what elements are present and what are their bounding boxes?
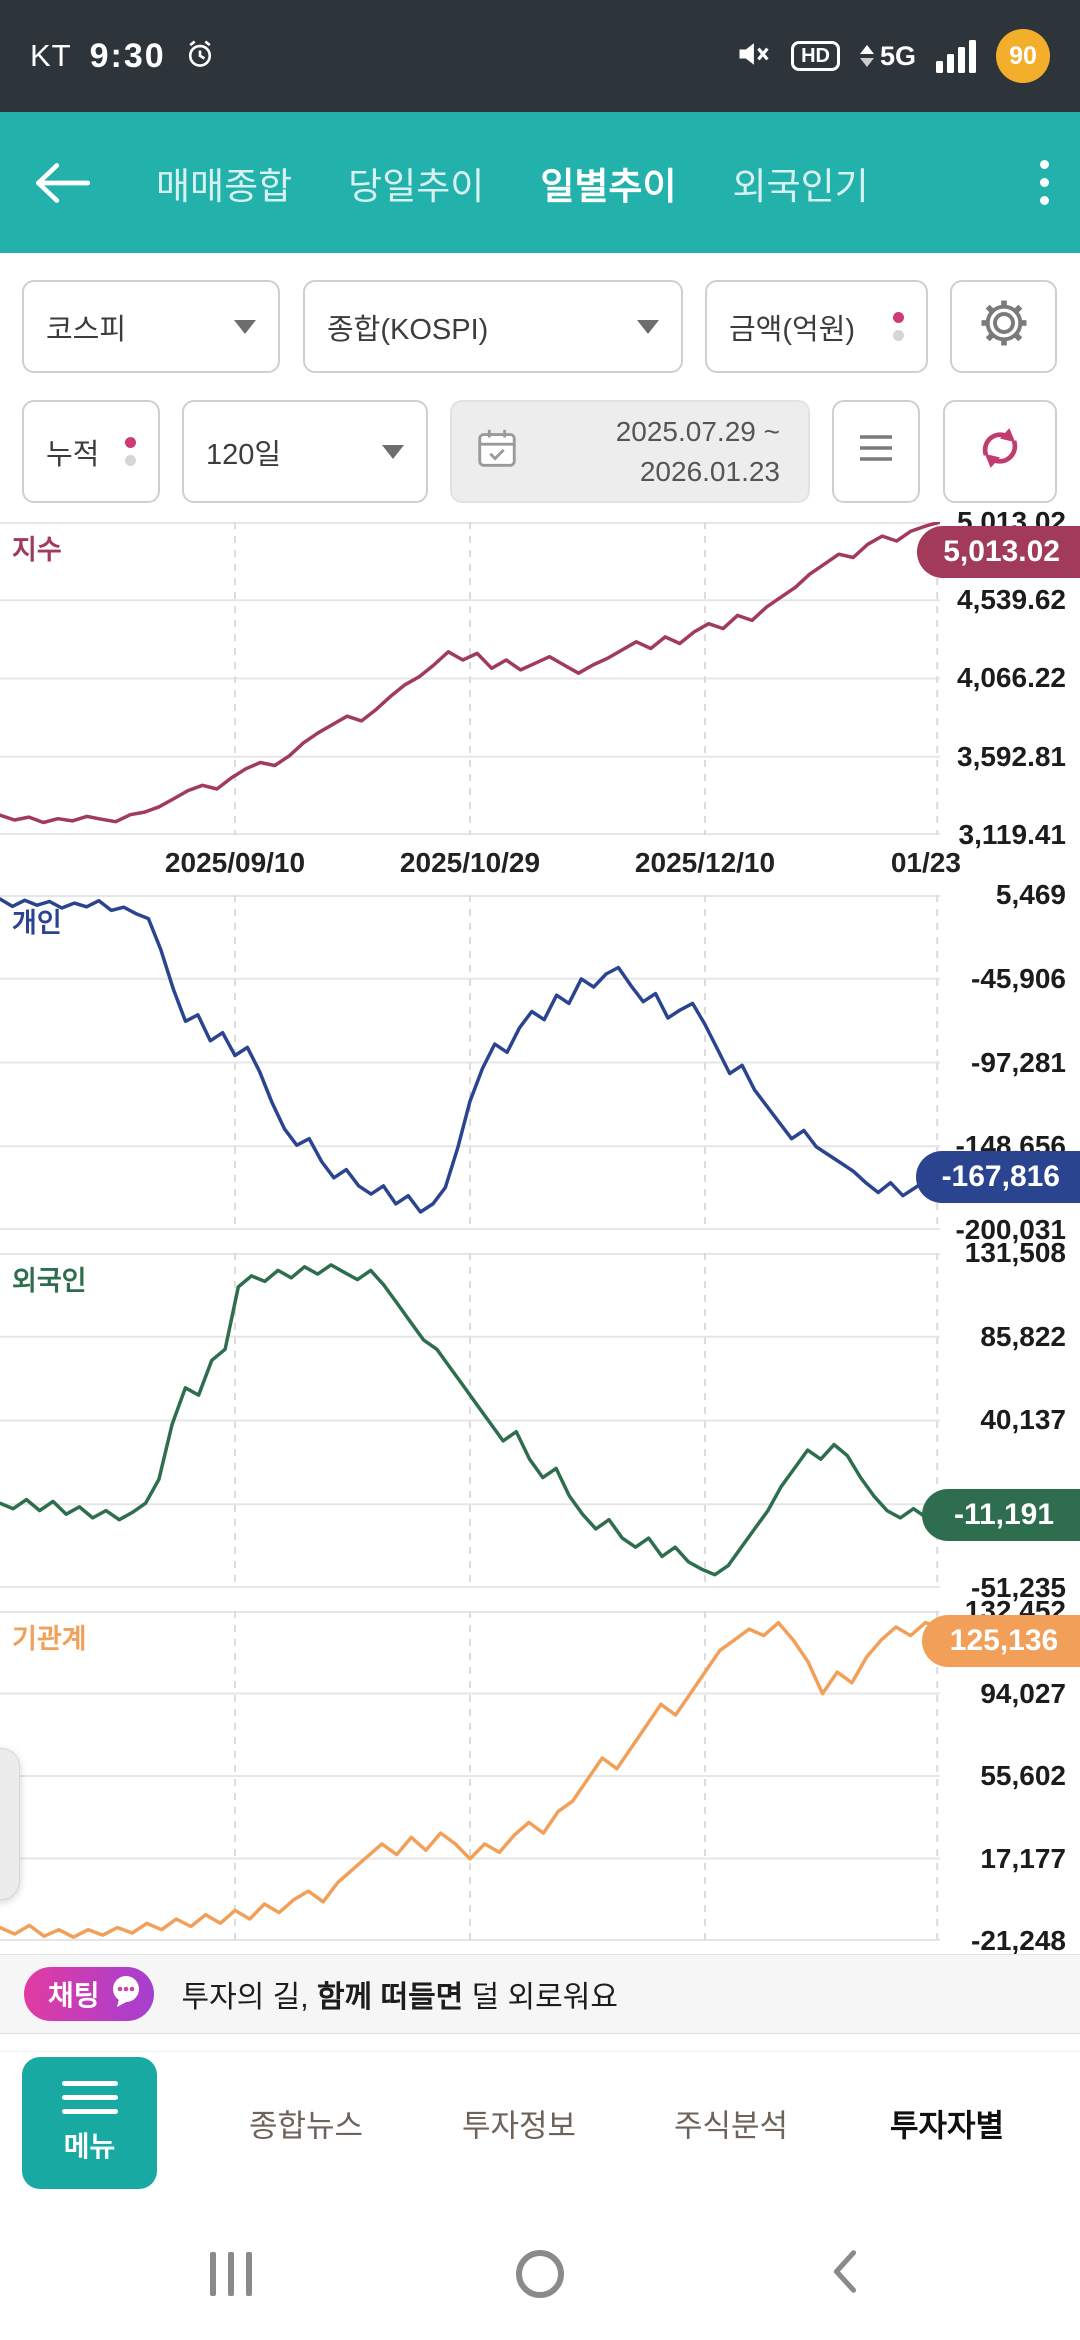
nav-item-by-investor[interactable]: 투자자별 [889, 2108, 1005, 2143]
y-axis-labels: 132,452 94,027 55,602 17,177 -21,248 [964, 1595, 1066, 1956]
chart-label-foreigner: 외국인 [12, 1266, 87, 1296]
status-bar: KT 9:30 HD 5G 90 [0, 0, 1080, 112]
list-icon [852, 424, 900, 480]
alarm-icon [184, 38, 216, 75]
nav-item-news[interactable]: 종합뉴스 [248, 2108, 364, 2143]
chat-banner-text: 투자의 길, 함께 떠들면 덜 외로워요 [181, 1981, 618, 2014]
speech-bubble-icon [108, 1973, 144, 2016]
tab-foreign-institution[interactable]: 외국인기 [732, 165, 869, 207]
battery-icon: 90 [996, 29, 1050, 83]
list-view-button[interactable] [832, 400, 920, 503]
status-time: 9:30 [89, 36, 166, 75]
tab-intraday-trend[interactable]: 당일추이 [348, 165, 485, 207]
chat-badge[interactable]: 채팅 [24, 1967, 154, 2021]
institution-value-badge: 125,136 [922, 1615, 1080, 1667]
refresh-button[interactable] [943, 400, 1057, 503]
y-axis-labels: 131,508 85,822 40,137 -51,235 [964, 1237, 1066, 1603]
nav-item-stock-analysis[interactable]: 주식분석 [673, 2108, 789, 2143]
carrier-label: KT [30, 38, 72, 73]
edge-scroll-handle[interactable] [0, 1748, 20, 1900]
app-header: 매매종합 당일추이 일별추이 외국인기 [0, 112, 1080, 253]
chart-panel-index: 지수 5,013.02 4,539.62 4,066.22 3,592.81 3,119… [0, 506, 1080, 878]
mute-icon [735, 36, 771, 77]
gear-icon [977, 296, 1031, 358]
signal-icon [936, 39, 976, 73]
tab-daily-trend[interactable]: 일별추이 [540, 165, 677, 207]
nav-item-invest-info[interactable]: 투자정보 [461, 2108, 577, 2143]
hd-icon: HD [791, 41, 840, 71]
chart-label-individual: 개인 [12, 908, 62, 938]
foreigner-line-chart [0, 1253, 940, 1588]
toggle-dots-icon [125, 437, 136, 466]
back-button[interactable] [28, 158, 94, 208]
chart-label-institution: 기관계 [12, 1624, 87, 1654]
date-range-field[interactable]: 2025.07.29 ~ 2026.01.23 [450, 400, 810, 503]
foreigner-value-badge: -11,191 [922, 1488, 1080, 1541]
5g-network-icon: 5G [859, 41, 916, 72]
home-button[interactable] [516, 2250, 564, 2298]
more-menu-icon[interactable] [1014, 160, 1080, 205]
period-select[interactable]: 120일 [182, 400, 428, 503]
date-end: 2026.01.23 [639, 455, 780, 487]
menu-button[interactable]: 메뉴 [22, 2057, 157, 2189]
bottom-nav: 메뉴 종합뉴스 투자정보 주식분석 투자자별 [0, 2051, 1080, 2193]
android-nav-bar [0, 2208, 1080, 2340]
mode-toggle[interactable]: 누적 [22, 400, 160, 503]
hamburger-icon [61, 2081, 118, 2114]
chevron-down-icon [637, 319, 659, 334]
header-tabs: 매매종합 당일추이 일별추이 외국인기 [156, 156, 1014, 210]
chevron-down-icon [234, 319, 256, 334]
chart-label-index: 지수 [12, 535, 62, 565]
filter-area: 코스피 종합(KOSPI) 금액(억원) 누적 120일 2025.07.29 [0, 253, 1080, 522]
x-axis-labels: 2025/09/10 2025/10/29 2025/12/10 01/23 [164, 847, 961, 878]
index-select[interactable]: 종합(KOSPI) [303, 280, 683, 373]
index-line-chart [0, 522, 940, 835]
chat-banner[interactable]: 채팅 투자의 길, 함께 떠들면 덜 외로워요 [0, 1954, 1080, 2034]
individual-line-chart [0, 895, 940, 1230]
back-nav-button[interactable] [828, 2248, 862, 2301]
chevron-down-icon [382, 444, 404, 459]
individual-value-badge: -167,816 [915, 1151, 1080, 1204]
chart-panel-institution: 기관계 132,452 94,027 55,602 17,177 -21,248 125… [0, 1595, 1080, 1956]
calendar-icon [474, 425, 520, 479]
market-select[interactable]: 코스피 [22, 280, 280, 373]
date-start: 2025.07.29 ~ [615, 415, 780, 447]
index-value-badge: 5,013.02 [917, 526, 1080, 578]
y-axis-labels: 5,469 -45,906 -97,281 -148,656 -200,031 [955, 879, 1066, 1245]
toggle-dots-icon [893, 312, 904, 341]
settings-button[interactable] [950, 280, 1057, 373]
chart-panel-foreigner: 외국인 131,508 85,822 40,137 -51,235 -11,191 [0, 1237, 1080, 1603]
refresh-icon [972, 420, 1028, 484]
chart-panel-individual: 개인 5,469 -45,906 -97,281 -148,656 -200,031 -… [0, 879, 1080, 1245]
value-type-toggle[interactable]: 금액(억원) [705, 280, 928, 373]
tab-trade-summary[interactable]: 매매종합 [156, 165, 293, 207]
recents-button[interactable] [210, 2252, 252, 2296]
institution-line-chart [0, 1611, 940, 1941]
